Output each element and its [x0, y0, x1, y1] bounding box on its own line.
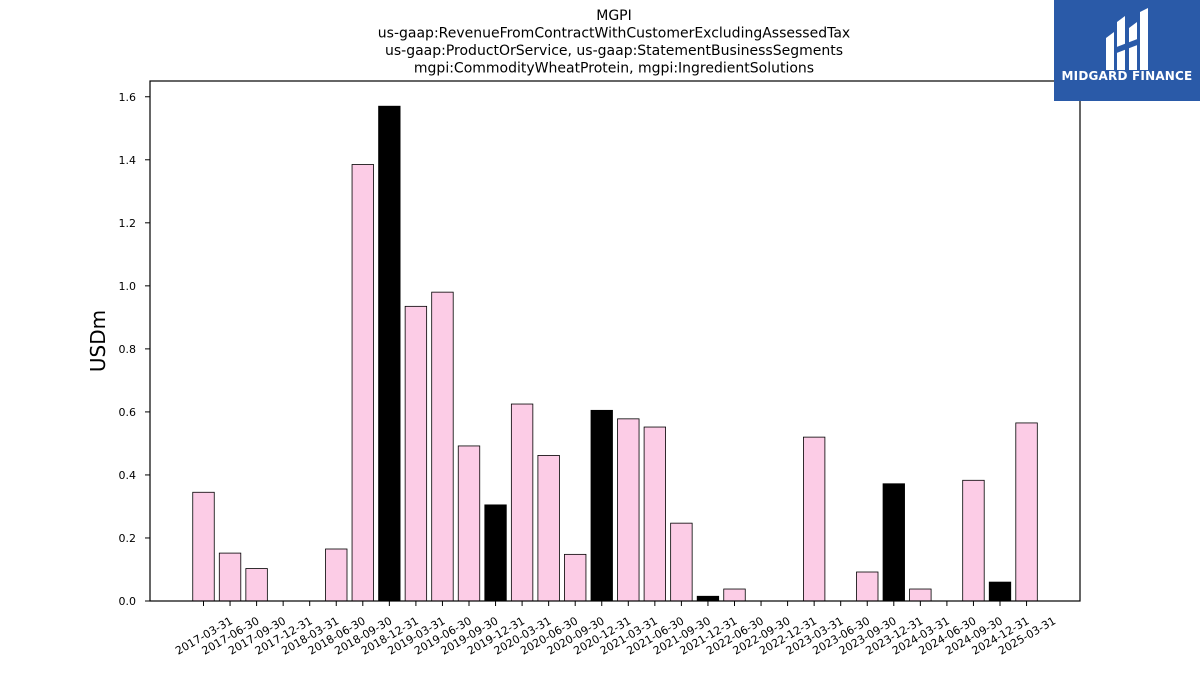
bar-2017-03-31 [193, 492, 215, 601]
bar-2018-06-30 [326, 549, 348, 601]
brand-logo: MIDGARD FINANCE [1054, 0, 1200, 101]
chart-title-line: mgpi:CommodityWheatProtein, mgpi:Ingredi… [414, 61, 814, 77]
chart-title-line: us-gaap:RevenueFromContractWithCustomerE… [378, 26, 850, 42]
plot-frame [150, 81, 1080, 601]
x-axis: 2017-03-312017-06-302017-09-302017-12-31… [173, 601, 1058, 658]
y-axis: 0.0 0.2 0.4 0.6 0.8 1.0 1.2 1.4 1.6 [119, 91, 151, 608]
bar-2023-12-31 [883, 484, 905, 601]
bar-2020-03-31 [511, 404, 532, 601]
y-tick-label: 0.0 [119, 595, 137, 608]
bar-2018-12-31 [379, 106, 401, 601]
y-tick-label: 1.6 [119, 91, 137, 104]
bar-2021-12-31 [697, 596, 719, 601]
bars [193, 106, 1038, 601]
bar-2023-03-31 [803, 437, 825, 601]
bar-2021-06-30 [644, 427, 666, 601]
bar-2018-09-30 [352, 165, 374, 601]
bar-2022-06-30 [724, 589, 746, 601]
bar-2021-03-31 [618, 419, 640, 601]
y-tick-label: 0.2 [119, 532, 137, 545]
y-tick-label: 1.4 [119, 154, 137, 167]
bar-2023-09-30 [857, 572, 879, 601]
y-tick-label: 0.4 [119, 469, 137, 482]
y-axis-label: USDm [86, 310, 110, 372]
bar-2024-09-30 [963, 480, 985, 601]
bar-2021-09-30 [671, 523, 693, 601]
chart-title-line: us-gaap:ProductOrService, us-gaap:Statem… [385, 43, 843, 59]
bar-2019-09-30 [458, 446, 480, 601]
chart-title-line: MGPI [596, 8, 632, 24]
bar-2019-06-30 [432, 292, 454, 601]
bar-2025-03-31 [1016, 423, 1038, 601]
brand-name: MIDGARD FINANCE [1054, 69, 1200, 83]
midgard-logo-icon [1102, 8, 1152, 70]
bar-2020-12-31 [591, 410, 613, 601]
bar-2017-06-30 [219, 553, 241, 601]
y-tick-label: 0.8 [119, 343, 137, 356]
bar-2020-09-30 [564, 554, 586, 601]
y-tick-label: 1.2 [119, 217, 137, 230]
chart-title: MGPI us-gaap:RevenueFromContractWithCusto… [378, 8, 850, 77]
y-tick-label: 1.0 [119, 280, 137, 293]
bar-2017-09-30 [246, 569, 268, 601]
bar-2019-03-31 [405, 306, 427, 601]
bar-2019-12-31 [485, 505, 507, 601]
bar-2024-12-31 [989, 582, 1011, 601]
bar-2024-03-31 [910, 589, 932, 601]
y-tick-label: 0.6 [119, 406, 137, 419]
bar-2020-06-30 [538, 455, 560, 601]
